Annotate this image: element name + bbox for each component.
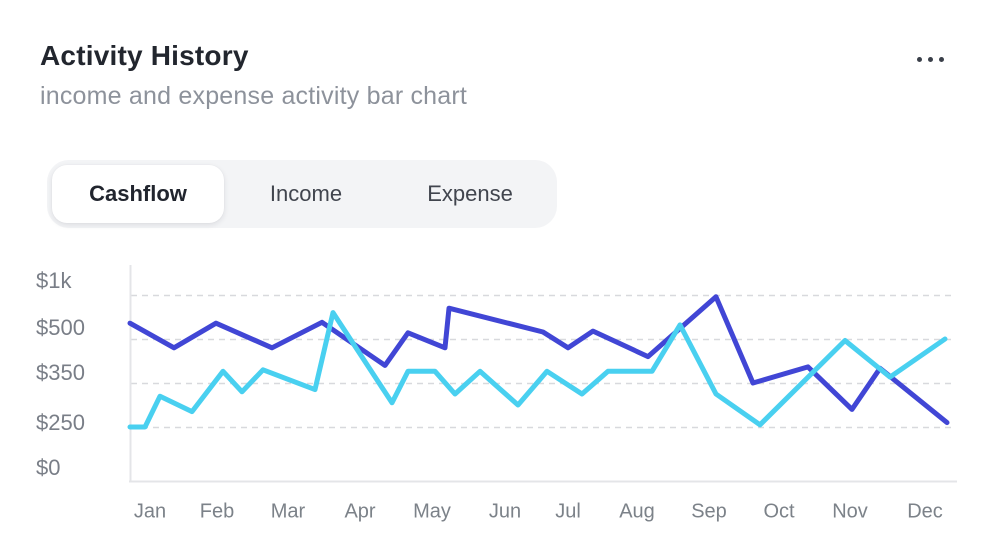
x-axis-tick-oct: Oct [763, 500, 795, 523]
more-options-button[interactable] [906, 44, 954, 74]
page-title: Activity History [40, 40, 249, 71]
page-subtitle: income and expense activity bar chart [40, 82, 468, 110]
blue-line-series [127, 294, 950, 426]
x-axis-tick-apr: Apr [344, 500, 376, 523]
line-chart-canvas [127, 265, 957, 483]
x-axis-tick-nov: Nov [832, 500, 868, 523]
y-axis-tick-250: $250 [36, 410, 85, 435]
tab-cashflow[interactable]: Cashflow [52, 165, 224, 223]
x-axis-tick-sep: Sep [691, 500, 727, 523]
y-axis-tick-1k: $1k [36, 268, 72, 293]
x-axis-tick-may: May [413, 500, 451, 523]
x-axis-tick-feb: Feb [199, 500, 235, 523]
x-axis-tick-mar: Mar [270, 500, 306, 523]
cyan-line-series [127, 310, 948, 430]
tab-expense[interactable]: Expense [388, 165, 552, 223]
x-axis-tick-jan: Jan [133, 500, 167, 523]
chart-tab-bar: Cashflow Income Expense [47, 160, 557, 228]
x-axis-tick-jul: Jul [555, 500, 581, 523]
y-axis-tick-0: $0 [36, 455, 61, 480]
card-header: Activity History income and expense acti… [40, 40, 467, 111]
ellipsis-icon [916, 56, 922, 62]
y-axis-tick-500: $500 [36, 315, 85, 340]
tab-income[interactable]: Income [224, 165, 388, 223]
x-axis-tick-jun: Jun [488, 500, 522, 523]
ellipsis-icon [927, 56, 933, 62]
ellipsis-icon [938, 56, 944, 62]
x-axis-tick-dec: Dec [907, 500, 943, 523]
y-axis-tick-350: $350 [36, 360, 85, 385]
x-axis-tick-aug: Aug [619, 500, 655, 523]
activity-chart: $1k $500 $350 $250 $0 Jan Feb Mar Apr May Jun Jul Au… [0, 250, 992, 544]
